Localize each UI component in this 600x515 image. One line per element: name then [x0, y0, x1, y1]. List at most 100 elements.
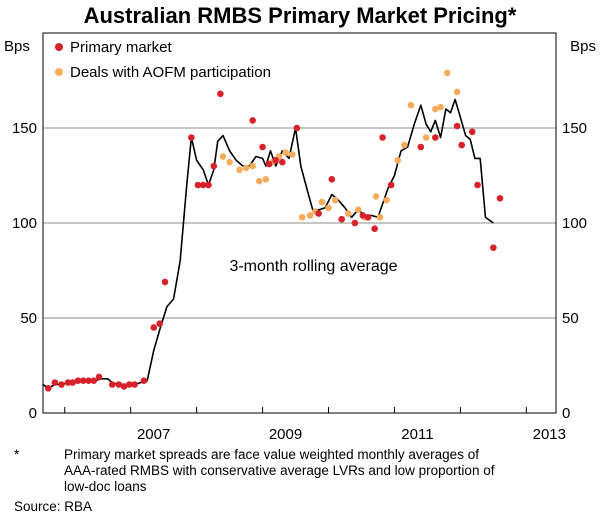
primary-market-point	[131, 381, 138, 388]
aofm-point	[282, 149, 289, 156]
primary-market-point	[194, 181, 202, 189]
aofm-points	[219, 69, 461, 221]
aofm-point	[372, 193, 380, 200]
aofm-point	[401, 141, 408, 149]
primary-market-point	[417, 143, 425, 151]
x-tick-label: 2013	[533, 426, 566, 440]
primary-market-point	[64, 379, 72, 386]
x-tick-label: 2011	[401, 426, 433, 440]
chart-title: Australian RMBS Primary Market Pricing*	[84, 3, 517, 28]
legend-primary-marker	[55, 43, 63, 51]
aofm-point	[443, 69, 451, 77]
primary-market-point	[259, 143, 266, 151]
primary-market-point	[58, 381, 65, 388]
primary-market-point	[315, 210, 322, 217]
aofm-point	[219, 153, 227, 160]
plot-area	[42, 32, 557, 414]
aofm-point	[226, 158, 233, 166]
primary-market-point	[150, 324, 158, 331]
primary-market-point	[161, 278, 169, 286]
aofm-point	[344, 210, 352, 217]
primary-market-point	[69, 379, 76, 386]
primary-market-point	[74, 377, 82, 385]
aofm-point	[288, 151, 296, 158]
aofm-point	[422, 134, 430, 141]
y-tick-label-right: 150	[562, 120, 587, 137]
primary-market-point	[199, 181, 207, 189]
y-tick-label-left: 0	[29, 405, 37, 422]
y-tick-label-left: 50	[20, 310, 37, 327]
primary-market-point	[338, 215, 346, 223]
aofm-point	[236, 166, 243, 174]
plot-frame	[42, 32, 557, 414]
aofm-point	[376, 214, 384, 221]
aofm-point	[249, 162, 256, 170]
primary-market-point	[490, 244, 497, 251]
chart: Australian RMBS Primary Market Pricing* …	[4, 3, 596, 440]
rolling-average-polyline	[42, 98, 494, 390]
x-tick-label: 2009	[269, 426, 302, 440]
aofm-point	[394, 157, 402, 164]
footnote-marker: *	[14, 447, 20, 462]
aofm-point	[407, 101, 415, 109]
primary-market-point	[364, 214, 372, 221]
x-tick-label: 2007	[137, 426, 170, 440]
aofm-point	[331, 196, 339, 204]
rolling-average-annotation: 3-month rolling average	[229, 258, 397, 275]
primary-market-point	[432, 134, 439, 141]
primary-market-point	[351, 219, 359, 227]
aofm-point	[306, 212, 314, 219]
primary-market-point	[496, 195, 504, 202]
aofm-point	[298, 214, 306, 221]
primary-market-point	[359, 212, 367, 219]
primary-market-point	[156, 320, 164, 328]
y-axis-right-unit: Bps	[570, 38, 596, 55]
aofm-point	[437, 103, 444, 111]
aofm-point	[325, 204, 332, 212]
aofm-point	[262, 176, 270, 183]
y-tick-label-right: 100	[562, 215, 587, 232]
footnote-text: Primary market spreads are face value we…	[64, 447, 584, 495]
legend-aofm-label: Deals with AOFM participation	[70, 64, 271, 81]
legend-aofm-marker	[55, 68, 63, 76]
primary-market-point	[387, 181, 395, 189]
x-axis: 2007 2009 2011 2013	[64, 407, 566, 440]
primary-market-point	[379, 134, 386, 141]
rolling-average-line	[42, 98, 494, 390]
primary-market-point	[51, 379, 59, 386]
primary-market-point	[108, 381, 116, 388]
primary-market-point	[120, 383, 128, 390]
y-tick-label-left: 150	[12, 120, 37, 137]
aofm-point	[432, 105, 439, 113]
primary-market-point	[293, 124, 301, 132]
primary-market-point	[217, 90, 224, 98]
y-tick-label-right: 0	[562, 405, 570, 422]
aofm-point	[255, 177, 263, 185]
primary-market-point	[453, 122, 461, 130]
aofm-point	[242, 164, 250, 172]
legend-primary-label: Primary market	[70, 39, 173, 56]
primary-market-point	[371, 225, 378, 232]
primary-market-point	[79, 377, 87, 385]
primary-market-points	[44, 90, 504, 392]
primary-market-point	[205, 181, 212, 189]
y-tick-label-left: 100	[12, 215, 37, 232]
aofm-point	[453, 88, 461, 96]
primary-market-point	[140, 377, 148, 385]
y-axis-left: 0 50 100 150	[12, 120, 37, 422]
legend: Primary market Deals with AOFM participa…	[55, 39, 271, 81]
footnote-line: Primary market spreads are face value we…	[64, 447, 479, 462]
primary-market-point	[265, 160, 273, 168]
y-axis-right: 0 50 100 150	[562, 120, 587, 422]
primary-market-point	[90, 377, 98, 385]
primary-market-point	[85, 377, 92, 385]
primary-market-point	[272, 157, 280, 164]
y-axis-left-unit: Bps	[4, 38, 30, 55]
primary-market-point	[210, 162, 218, 170]
primary-market-point	[474, 181, 481, 189]
primary-market-point	[188, 134, 195, 141]
primary-market-point	[44, 385, 52, 392]
aofm-point	[318, 198, 326, 206]
y-tick-label-right: 50	[562, 310, 579, 327]
primary-market-point	[95, 373, 103, 381]
